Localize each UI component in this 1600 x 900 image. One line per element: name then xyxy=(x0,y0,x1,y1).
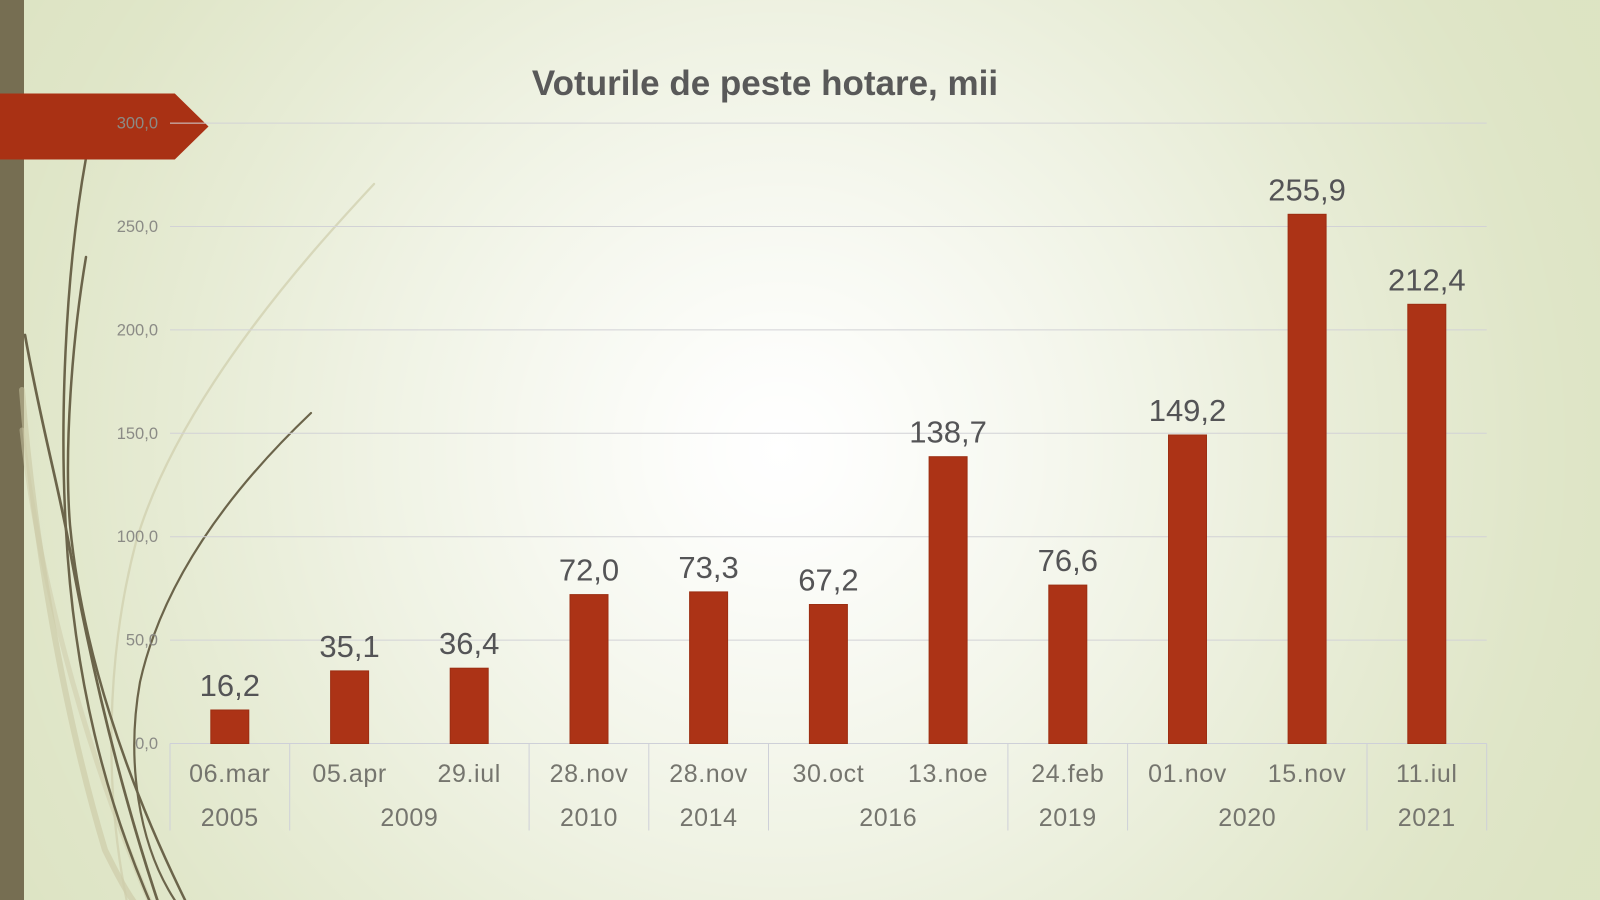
svg-text:2016: 2016 xyxy=(859,804,917,832)
svg-text:2005: 2005 xyxy=(201,804,259,832)
svg-text:Voturile de peste hotare, mii: Voturile de peste hotare, mii xyxy=(532,64,998,103)
svg-text:0,0: 0,0 xyxy=(135,735,158,753)
svg-text:2020: 2020 xyxy=(1218,804,1276,832)
svg-text:30.oct: 30.oct xyxy=(793,760,865,788)
svg-text:212,4: 212,4 xyxy=(1388,262,1466,297)
svg-text:50,0: 50,0 xyxy=(126,632,158,650)
svg-text:11.iul: 11.iul xyxy=(1396,760,1458,788)
svg-text:16,2: 16,2 xyxy=(200,668,260,703)
svg-text:72,0: 72,0 xyxy=(559,553,619,588)
svg-text:36,4: 36,4 xyxy=(439,626,499,661)
svg-text:24.feb: 24.feb xyxy=(1031,760,1104,788)
svg-text:35,1: 35,1 xyxy=(319,629,379,664)
svg-text:2019: 2019 xyxy=(1039,804,1097,832)
svg-text:255,9: 255,9 xyxy=(1268,172,1346,207)
svg-text:06.mar: 06.mar xyxy=(189,760,270,788)
svg-text:2010: 2010 xyxy=(560,804,618,832)
svg-text:29.iul: 29.iul xyxy=(438,760,501,788)
svg-text:138,7: 138,7 xyxy=(909,415,987,450)
svg-text:2009: 2009 xyxy=(380,804,438,832)
svg-text:13.noe: 13.noe xyxy=(908,760,988,788)
svg-text:76,6: 76,6 xyxy=(1038,543,1098,578)
svg-text:15.nov: 15.nov xyxy=(1268,760,1347,788)
svg-text:28.nov: 28.nov xyxy=(669,760,748,788)
svg-text:67,2: 67,2 xyxy=(798,563,858,598)
svg-text:01.nov: 01.nov xyxy=(1148,760,1227,788)
svg-text:149,2: 149,2 xyxy=(1149,393,1227,428)
svg-text:250,0: 250,0 xyxy=(117,218,158,236)
svg-text:73,3: 73,3 xyxy=(678,550,738,585)
svg-text:100,0: 100,0 xyxy=(117,528,158,546)
svg-text:05.apr: 05.apr xyxy=(312,760,387,788)
svg-text:150,0: 150,0 xyxy=(117,425,158,443)
svg-text:28.nov: 28.nov xyxy=(550,760,629,788)
svg-text:2014: 2014 xyxy=(680,804,738,832)
svg-text:300,0: 300,0 xyxy=(117,115,158,133)
svg-text:200,0: 200,0 xyxy=(117,321,158,339)
svg-text:2021: 2021 xyxy=(1398,804,1456,832)
